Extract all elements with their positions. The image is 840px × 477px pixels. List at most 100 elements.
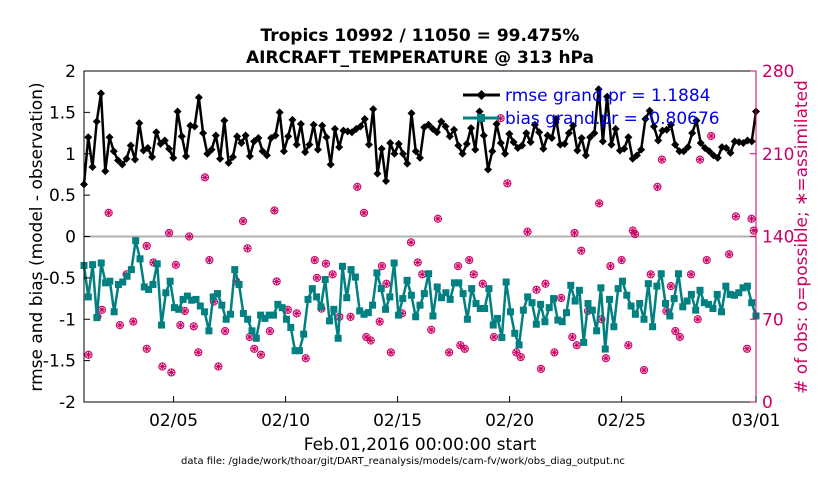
bias-point (713, 290, 721, 298)
obs-possible-point (675, 332, 684, 342)
rmse-point (437, 117, 446, 126)
bias-point (196, 302, 204, 310)
bias-point (481, 304, 489, 312)
bias-point (494, 314, 502, 322)
obs-assimilated-point (221, 327, 229, 335)
obs-assimilated-point (181, 307, 188, 315)
bias-point (403, 276, 411, 284)
legend-bias-marker (477, 114, 485, 122)
obs-possible-point (250, 344, 259, 353)
bias-point (102, 279, 110, 287)
y-tick-label-left: -0.5 (43, 269, 76, 289)
obs-possible-point (570, 228, 579, 238)
bias-point (532, 320, 540, 328)
bias-point (631, 310, 639, 318)
obs-assimilated-point (165, 229, 173, 237)
obs-possible-point (359, 208, 369, 217)
rmse-point (207, 145, 216, 154)
obs-possible-point (158, 362, 167, 371)
rmse-point (211, 131, 220, 140)
obs-assimilated-point (378, 262, 386, 270)
bias-point (343, 294, 351, 302)
rmse-point (228, 153, 237, 162)
bias-point (554, 316, 562, 324)
bias-point (463, 315, 471, 323)
bias-point (226, 310, 234, 318)
bias-point (347, 266, 355, 274)
bias-point (214, 290, 222, 298)
obs-possible-point (200, 173, 210, 182)
bias-point (528, 299, 536, 307)
y-tick-label-right: 0 (762, 393, 773, 413)
bias-point (618, 277, 626, 285)
obs-assimilated-point (479, 280, 486, 287)
obs-possible-point (624, 341, 633, 350)
obs-assimilated-point (251, 345, 258, 353)
rmse-point (301, 148, 310, 157)
rmse-point (620, 144, 629, 153)
rmse-point (641, 114, 650, 123)
bias-point (248, 327, 256, 335)
rmse-point (586, 133, 595, 142)
rmse-point (467, 124, 476, 133)
obs-possible-point (695, 155, 705, 164)
obs-possible-point (377, 261, 387, 271)
obs-possible-point (617, 256, 626, 265)
rmse-point (152, 128, 161, 137)
obs-possible-point (577, 246, 586, 255)
bias-point (369, 301, 377, 309)
bias-point (593, 327, 601, 335)
bias-point (739, 284, 747, 292)
obs-possible-point (272, 277, 281, 286)
bias-point (412, 313, 420, 321)
rmse-point (552, 114, 561, 123)
obs-assimilated-point (676, 333, 684, 341)
bias-point (201, 308, 209, 316)
rmse-point (390, 149, 399, 158)
rmse-point (203, 149, 212, 158)
obs-possible-point (301, 354, 310, 363)
x-tick-label: 02/10 (261, 411, 310, 431)
bias-point (326, 317, 334, 325)
rmse-point (666, 120, 675, 129)
rmse-point (279, 147, 288, 156)
bias-point (614, 285, 622, 293)
bias-point (394, 311, 402, 319)
obs-assimilated-point (542, 280, 549, 287)
rmse-point (288, 115, 297, 124)
obs-assimilated-point (414, 259, 421, 266)
rmse-point (381, 177, 390, 186)
y-tick-label-left: 0 (65, 228, 76, 248)
bias-point (93, 314, 101, 322)
obs-assimilated-point (504, 180, 511, 187)
rmse-point (416, 153, 424, 162)
rmse-point (284, 132, 293, 141)
bias-point (179, 295, 187, 303)
rmse-point (97, 89, 106, 98)
bias-point (386, 293, 394, 301)
bias-point (687, 290, 695, 298)
bias-point (425, 270, 433, 278)
bias-point (705, 300, 713, 308)
obs-assimilated-point (703, 256, 710, 264)
rmse-point (237, 138, 246, 147)
bias-point (588, 306, 596, 314)
x-tick-label: 02/05 (149, 411, 198, 431)
rmse-point (569, 121, 578, 130)
rmse-point (488, 147, 497, 156)
obs-possible-point (270, 206, 279, 215)
rmse-point (692, 116, 701, 125)
rmse-point (309, 120, 318, 129)
bias-point (119, 278, 127, 286)
bias-point (106, 277, 114, 285)
obs-assimilated-point (602, 355, 610, 362)
bias-point (472, 300, 480, 308)
bias-point (502, 278, 510, 286)
bias-point (575, 286, 583, 294)
bias-point (235, 280, 243, 288)
rmse-point (492, 119, 501, 128)
rmse-point (662, 125, 671, 134)
obs-assimilated-point (524, 228, 531, 235)
obs-possible-point (256, 350, 266, 359)
obs-possible-point (321, 259, 331, 268)
